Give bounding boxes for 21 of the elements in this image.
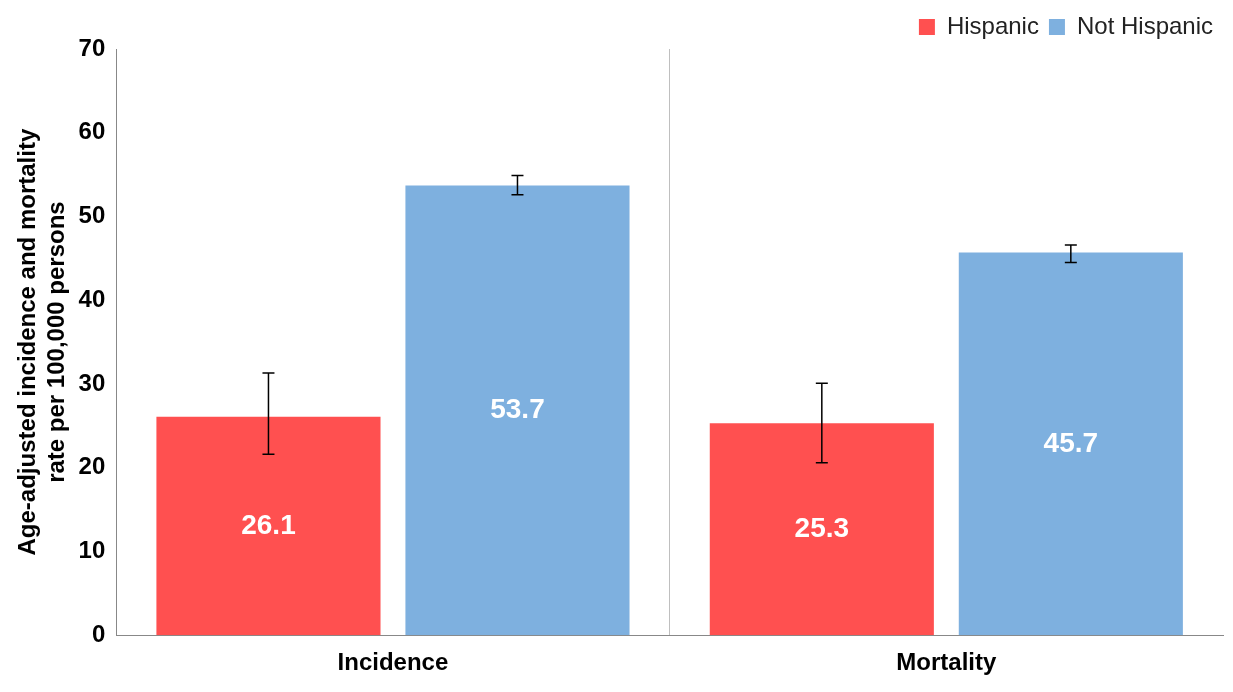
- y-tick-label: 0: [91, 619, 106, 647]
- y-tick-label: 70: [78, 33, 106, 61]
- y-tick-label: 40: [78, 284, 106, 312]
- legend-label: Hispanic: [946, 11, 1039, 39]
- y-tick-label: 60: [78, 117, 106, 145]
- data-label: 25.3: [794, 511, 850, 543]
- bar: [709, 423, 934, 636]
- x-tick-label: Incidence: [337, 648, 449, 676]
- data-label: 53.7: [490, 393, 545, 425]
- legend-label: Not Hispanic: [1076, 11, 1214, 39]
- y-tick-label: 10: [78, 536, 106, 564]
- y-tick-label: 20: [78, 452, 106, 480]
- bar: [958, 252, 1183, 636]
- bar: [156, 416, 381, 636]
- y-axis-title: Age-adjusted incidence and mortality rate per 100,000 persons: [13, 128, 69, 556]
- y-tick-label: 30: [78, 368, 106, 396]
- data-label: 45.7: [1043, 426, 1099, 458]
- y-tick-label: 50: [78, 201, 106, 229]
- bar: [405, 185, 630, 636]
- x-tick-label: Mortality: [896, 648, 997, 676]
- data-label: 26.1: [241, 508, 296, 540]
